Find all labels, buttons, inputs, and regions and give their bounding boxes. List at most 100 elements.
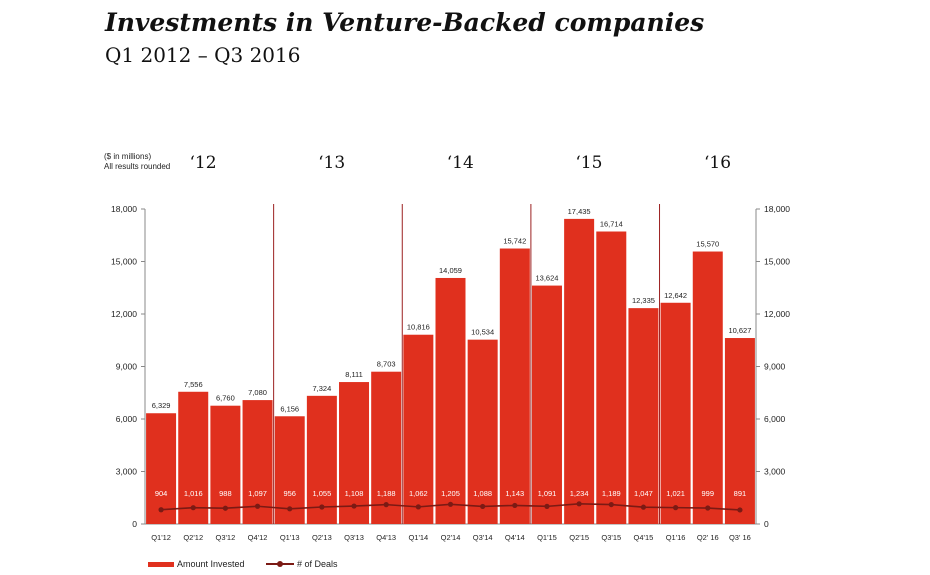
y-tick-label-right: 15,000: [764, 257, 790, 267]
legend-deals-label: # of Deals: [297, 559, 338, 569]
bar-value-label: 12,335: [632, 296, 655, 305]
x-tick-label: Q1'13: [280, 533, 300, 542]
deals-point: [254, 503, 261, 509]
chart-title: Investments in Venture-Backed companies: [105, 8, 705, 37]
bar-amount-invested: [531, 285, 562, 524]
x-tick-label: Q1'14: [408, 533, 428, 542]
y-tick-label-left: 9,000: [116, 362, 138, 372]
bar-amount-invested: [435, 277, 466, 524]
bar-value-label: 7,080: [248, 388, 267, 397]
deals-value-label: 1,097: [248, 489, 267, 498]
x-tick-label: Q1'16: [666, 533, 686, 542]
x-tick-label: Q1'12: [151, 533, 171, 542]
bar-amount-invested: [692, 251, 723, 524]
deals-value-label: 1,189: [602, 489, 621, 498]
deals-value-label: 904: [155, 489, 168, 498]
y-tick-label-left: 6,000: [116, 414, 138, 424]
x-tick-label: Q4'13: [376, 533, 396, 542]
y-tick-label-right: 6,000: [764, 414, 786, 424]
deals-point: [351, 503, 357, 509]
legend-bar-swatch: [148, 561, 174, 567]
y-tick-label-left: 12,000: [111, 309, 137, 319]
legend-amount-invested: Amount Invested: [148, 557, 245, 571]
bar-value-label: 6,760: [216, 394, 235, 403]
x-tick-label: Q2'15: [569, 533, 589, 542]
bar-amount-invested: [306, 395, 337, 524]
year-label: ‘13: [318, 153, 345, 173]
x-tick-label: Q2'14: [441, 533, 461, 542]
deals-value-label: 891: [734, 489, 747, 498]
deals-value-label: 999: [702, 489, 715, 498]
y-tick-label-left: 18,000: [111, 204, 137, 214]
deals-value-label: 1,108: [345, 489, 364, 498]
bar-value-label: 15,570: [696, 240, 719, 249]
y-tick-label-left: 15,000: [111, 257, 137, 267]
chart-subtitle: Q1 2012 – Q3 2016: [105, 43, 301, 67]
deals-value-label: 1,021: [666, 489, 685, 498]
deals-value-label: 1,055: [312, 489, 331, 498]
deals-point: [737, 507, 743, 513]
deals-value-label: 1,188: [377, 489, 396, 498]
x-tick-label: Q3' 16: [729, 533, 751, 542]
bar-value-label: 16,714: [600, 220, 623, 229]
y-tick-label-right: 3,000: [764, 467, 786, 477]
bar-amount-invested: [178, 391, 209, 524]
bar-amount-invested: [564, 218, 595, 524]
bar-amount-invested: [467, 339, 498, 524]
bar-value-label: 10,816: [407, 323, 430, 332]
year-label: ‘15: [575, 153, 602, 173]
deals-value-label: 1,143: [505, 489, 524, 498]
year-label: ‘16: [704, 153, 731, 173]
unit-note: ($ in millions) All results rounded: [104, 152, 170, 172]
deals-value-label: 1,234: [570, 489, 589, 498]
x-tick-label: Q2'12: [183, 533, 203, 542]
bar-value-label: 14,059: [439, 266, 462, 275]
deals-point: [319, 504, 325, 510]
bar-value-label: 8,703: [377, 360, 396, 369]
bar-amount-invested: [210, 405, 241, 524]
legend-amount-invested-label: Amount Invested: [177, 559, 245, 569]
x-tick-label: Q3'13: [344, 533, 364, 542]
bar-amount-invested: [146, 413, 177, 524]
deals-point: [705, 505, 711, 511]
deals-point: [190, 505, 196, 511]
bar-amount-invested: [339, 382, 370, 524]
bar-value-label: 6,329: [152, 401, 171, 410]
bar-amount-invested: [596, 231, 627, 524]
year-label: ‘12: [189, 153, 216, 173]
bar-value-label: 7,324: [312, 384, 331, 393]
bar-amount-invested: [724, 338, 755, 524]
year-label: ‘14: [447, 153, 474, 173]
bar-amount-invested: [660, 302, 691, 524]
bar-amount-invested: [499, 248, 530, 524]
x-tick-label: Q4'15: [634, 533, 654, 542]
deals-point: [512, 502, 518, 509]
unit-note-line1: ($ in millions): [104, 152, 152, 161]
deals-value-label: 1,016: [184, 489, 203, 498]
bar-amount-invested: [403, 334, 434, 524]
deals-point: [222, 505, 228, 511]
y-tick-label-left: 3,000: [116, 467, 138, 477]
x-tick-label: Q1'15: [537, 533, 557, 542]
deals-point: [608, 501, 614, 508]
x-tick-label: Q3'12: [216, 533, 236, 542]
unit-note-line2: All results rounded: [104, 162, 171, 171]
x-tick-label: Q3'14: [473, 533, 493, 542]
y-tick-label-right: 0: [764, 519, 769, 529]
bar-amount-invested: [274, 416, 305, 524]
legend-deals: # of Deals: [266, 557, 338, 571]
y-tick-label-right: 18,000: [764, 204, 790, 214]
bar-value-label: 12,642: [664, 291, 687, 300]
bar-value-label: 7,556: [184, 380, 203, 389]
deals-point: [673, 505, 679, 511]
legend-line-swatch: [266, 559, 294, 569]
deals-point: [640, 504, 647, 510]
deals-point: [383, 502, 389, 508]
x-tick-label: Q4'14: [505, 533, 525, 542]
deals-point: [158, 507, 164, 513]
bar-value-label: 17,435: [568, 207, 591, 216]
deals-point: [544, 503, 550, 509]
x-tick-label: Q4'12: [248, 533, 268, 542]
deals-value-label: 1,047: [634, 489, 653, 498]
